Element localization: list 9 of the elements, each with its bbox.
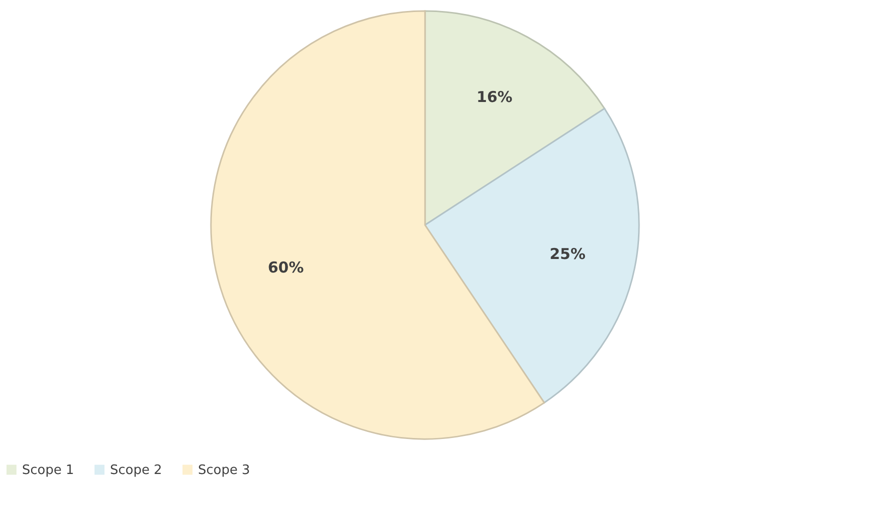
legend-label: Scope 2 [110, 462, 162, 478]
data-label: 60% [268, 258, 304, 276]
legend-label: Scope 1 [22, 462, 74, 478]
legend-label: Scope 3 [198, 462, 250, 478]
pie-slice [210, 10, 545, 440]
data-label: 16% [476, 88, 512, 106]
pie-slice [424, 10, 606, 226]
pie-slice [424, 108, 640, 404]
data-label: 25% [550, 245, 586, 264]
